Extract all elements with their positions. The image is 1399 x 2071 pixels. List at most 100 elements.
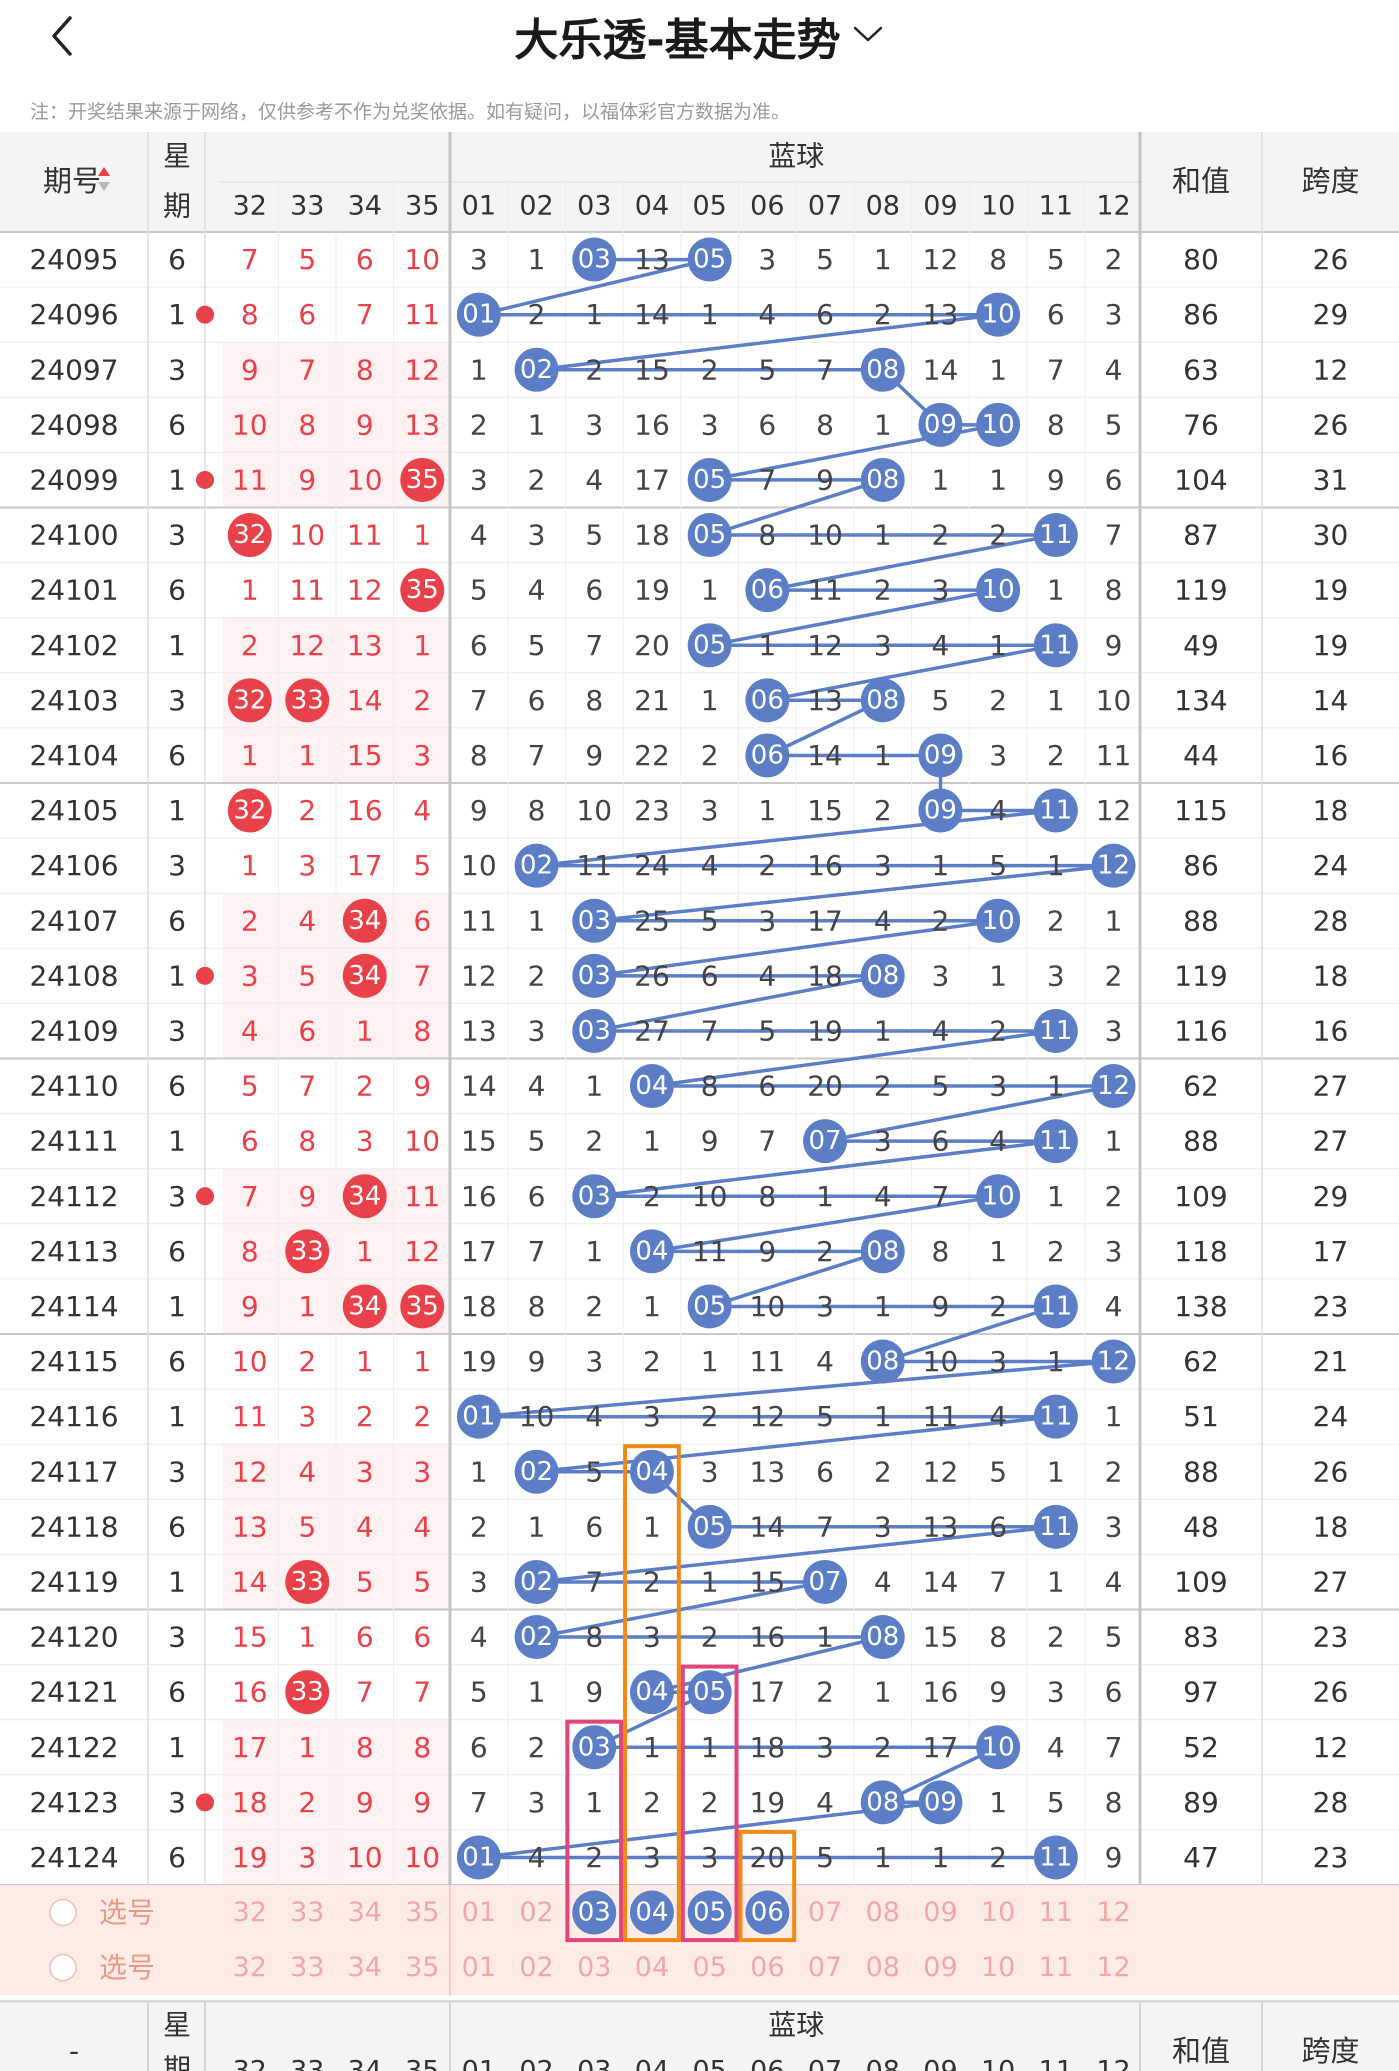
sort-up-icon xyxy=(98,167,110,176)
edge-dot xyxy=(196,966,214,985)
front-miss-count: 1 xyxy=(241,739,259,772)
blue-ball xyxy=(1033,1284,1078,1329)
front-shade xyxy=(223,617,451,673)
front-ball xyxy=(285,1559,330,1604)
blue-miss-count: 9 xyxy=(528,1345,546,1378)
blue-ball xyxy=(687,513,732,558)
pick-blue-01: 01 xyxy=(462,1897,496,1928)
row-week: 3 xyxy=(168,1786,186,1819)
pick-blue-01: 01 xyxy=(462,1952,496,1983)
blue-ball-number: 11 xyxy=(1039,796,1072,826)
blue-miss-count: 2 xyxy=(874,574,892,607)
row-issue: 24117 xyxy=(29,1455,118,1488)
pick-front-32: 32 xyxy=(233,1897,267,1928)
blue-miss-count: 3 xyxy=(874,1510,892,1543)
blue-miss-count: 1 xyxy=(643,1125,661,1158)
pick-radio[interactable] xyxy=(49,1953,77,1982)
front-miss-count: 9 xyxy=(298,463,316,496)
front-miss-count: 10 xyxy=(232,1345,268,1378)
front-miss-count: 5 xyxy=(241,1070,259,1103)
blue-ball-number: 10 xyxy=(982,906,1015,936)
row-span: 19 xyxy=(1313,629,1349,662)
row-issue: 24103 xyxy=(29,684,118,717)
blue-miss-count: 5 xyxy=(932,684,950,717)
blue-miss-count: 1 xyxy=(643,1731,661,1764)
blue-miss-count: 4 xyxy=(758,298,776,331)
blue-miss-count: 4 xyxy=(470,519,488,552)
front-miss-count: 12 xyxy=(232,1455,268,1488)
blue-ball xyxy=(456,292,501,337)
blue-ball-number: 08 xyxy=(866,1622,899,1652)
front-miss-count: 4 xyxy=(298,1455,316,1488)
blue-miss-count: 2 xyxy=(643,1786,661,1819)
header-week-bottom: 期 xyxy=(163,190,191,223)
back-icon[interactable] xyxy=(40,14,84,58)
pick-blue-selected[interactable] xyxy=(629,1890,674,1935)
blue-miss-count: 16 xyxy=(634,408,670,441)
front-miss-count: 3 xyxy=(413,1455,431,1488)
blue-miss-count: 3 xyxy=(1047,959,1065,992)
blue-ball-number: 03 xyxy=(578,906,611,936)
blue-miss-count: 6 xyxy=(816,1455,834,1488)
highlight-box-orange xyxy=(623,1444,681,1943)
blue-miss-count: 3 xyxy=(758,904,776,937)
blue-miss-count: 4 xyxy=(1105,1565,1123,1598)
blue-miss-count: 3 xyxy=(643,1621,661,1654)
edge-dot xyxy=(196,1187,214,1206)
front-miss-count: 6 xyxy=(298,1014,316,1047)
pick-blue-selected[interactable] xyxy=(687,1890,732,1935)
blue-miss-count: 2 xyxy=(874,1455,892,1488)
blue-miss-count: 2 xyxy=(989,684,1007,717)
pick-blue-selected[interactable] xyxy=(572,1890,617,1935)
row-week: 1 xyxy=(168,1565,186,1598)
blue-miss-count: 4 xyxy=(528,1070,546,1103)
pick-front-33: 33 xyxy=(290,1897,324,1928)
row-sum: 87 xyxy=(1183,519,1219,552)
blue-miss-count: 8 xyxy=(1105,574,1123,607)
row-sum: 62 xyxy=(1183,1070,1219,1103)
pick-blue-selected[interactable] xyxy=(745,1890,790,1935)
blue-miss-count: 6 xyxy=(758,1070,776,1103)
row-issue: 24118 xyxy=(29,1510,118,1543)
blue-miss-count: 1 xyxy=(585,1070,603,1103)
blue-ball-number: 04 xyxy=(635,1457,668,1487)
blue-miss-count: 7 xyxy=(932,1180,950,1213)
front-shade xyxy=(223,1168,451,1224)
footer-blue-01: 01 xyxy=(462,2056,496,2071)
blue-miss-count: 1 xyxy=(1047,1565,1065,1598)
blue-miss-count: 1 xyxy=(758,794,776,827)
header-front-34: 34 xyxy=(348,191,382,222)
front-ball xyxy=(285,1670,330,1715)
front-ball-number: 35 xyxy=(406,1291,439,1321)
chevron-down-icon[interactable] xyxy=(851,24,885,49)
blue-miss-count: 9 xyxy=(1105,629,1123,662)
blue-ball-number: 07 xyxy=(809,1567,842,1597)
blue-miss-count: 3 xyxy=(701,1841,719,1874)
blue-miss-count: 4 xyxy=(989,1125,1007,1158)
blue-ball-number: 05 xyxy=(693,520,726,550)
blue-ball xyxy=(514,1449,559,1494)
blue-miss-count: 4 xyxy=(470,1621,488,1654)
row-span: 24 xyxy=(1313,849,1349,882)
blue-miss-count: 6 xyxy=(816,298,834,331)
blue-miss-count: 3 xyxy=(989,1070,1007,1103)
front-ball xyxy=(342,1174,387,1219)
blue-ball xyxy=(745,568,790,613)
front-miss-count: 10 xyxy=(404,1841,440,1874)
title-group[interactable]: 大乐透-基本走势 xyxy=(0,0,1399,72)
blue-ball xyxy=(1033,1504,1078,1549)
row-issue: 24096 xyxy=(29,298,118,331)
blue-miss-count: 18 xyxy=(461,1290,497,1323)
row-sum: 138 xyxy=(1174,1290,1227,1323)
blue-miss-count: 9 xyxy=(470,794,488,827)
footer-blue-11: 11 xyxy=(1039,2056,1073,2071)
front-miss-count: 7 xyxy=(298,353,316,386)
front-shade xyxy=(223,342,451,398)
blue-ball-number: 10 xyxy=(982,1732,1015,1762)
blue-miss-count: 12 xyxy=(461,959,497,992)
blue-miss-count: 3 xyxy=(758,243,776,276)
front-miss-count: 13 xyxy=(404,408,440,441)
front-shade xyxy=(223,893,451,949)
pick-radio[interactable] xyxy=(49,1898,77,1927)
edge-dot xyxy=(196,1793,214,1812)
